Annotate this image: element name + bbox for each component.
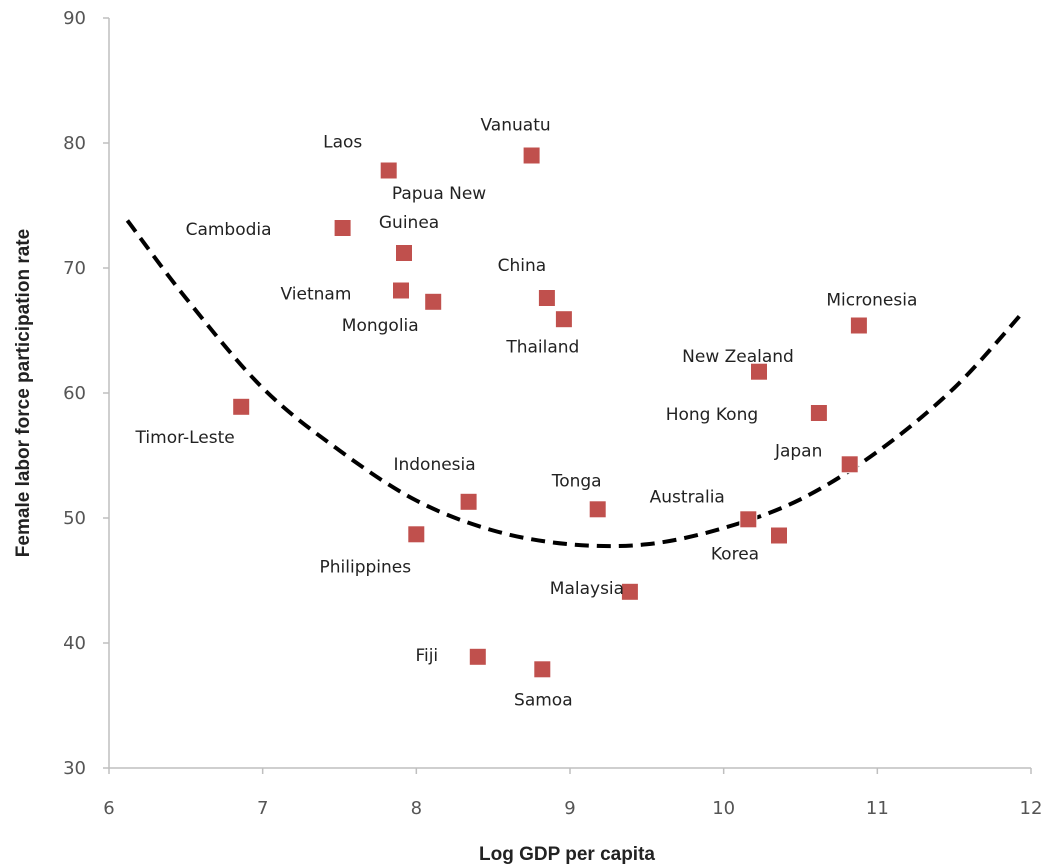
y-tick-label: 80 <box>63 133 86 154</box>
data-point <box>588 500 607 519</box>
point-label: Indonesia <box>393 455 475 475</box>
data-point <box>232 397 251 416</box>
x-axis-ticks: 6 7 8 9 10 11 12 <box>103 768 1042 819</box>
point-label: Laos <box>323 133 362 153</box>
data-point <box>554 310 573 329</box>
data-point <box>333 219 352 237</box>
point-label: Vietnam <box>281 285 352 305</box>
point-label: Australia <box>650 487 725 507</box>
point-label: Philippines <box>320 557 412 577</box>
data-point <box>522 146 541 165</box>
data-labels: Laos Vanuatu Cambodia Papua New Guinea Vietna… <box>135 116 918 711</box>
x-tick-label: 8 <box>411 798 422 819</box>
point-label: Hong Kong <box>666 405 758 425</box>
data-point <box>750 362 768 381</box>
point-label: Mongolia <box>342 316 419 336</box>
point-label: Tonga <box>551 471 602 491</box>
point-label: Samoa <box>514 690 573 710</box>
trend-line <box>125 219 1025 549</box>
point-label: Cambodia <box>186 220 272 240</box>
x-axis-title: Log GDP per capita <box>479 844 655 865</box>
point-label: Papua New Guinea <box>379 184 486 233</box>
x-tick-label: 12 <box>1020 798 1043 819</box>
point-label: Japan <box>774 441 822 461</box>
point-label: Fiji <box>415 646 438 666</box>
data-point <box>379 161 398 180</box>
y-axis-ticks: 30 40 50 60 70 80 90 <box>63 8 109 779</box>
y-tick-label: 60 <box>63 383 86 404</box>
point-label: Micronesia <box>826 291 917 311</box>
y-tick-label: 40 <box>63 633 86 654</box>
x-tick-label: 11 <box>866 798 889 819</box>
data-point <box>424 292 443 311</box>
point-label: China <box>498 256 547 276</box>
y-tick-label: 30 <box>63 758 86 779</box>
data-point <box>468 647 487 666</box>
data-point <box>537 289 556 307</box>
y-tick-label: 50 <box>63 508 86 529</box>
data-point <box>770 526 788 545</box>
data-point <box>809 404 828 422</box>
data-points <box>232 146 868 679</box>
data-point <box>849 316 868 335</box>
point-label: Malaysia <box>550 579 624 599</box>
data-point <box>395 244 413 262</box>
x-tick-label: 7 <box>257 798 268 819</box>
data-point <box>620 582 639 601</box>
point-label: Timor-Leste <box>135 428 235 448</box>
data-point <box>533 660 552 679</box>
y-tick-label: 90 <box>63 8 86 29</box>
data-point <box>407 525 426 544</box>
point-label: Thailand <box>505 337 579 357</box>
x-tick-label: 9 <box>564 798 575 819</box>
data-point <box>840 455 859 474</box>
point-label: New Zealand <box>682 347 794 367</box>
data-point <box>459 492 478 511</box>
data-point <box>392 281 410 300</box>
point-label: Korea <box>711 545 759 565</box>
point-label: Vanuatu <box>481 116 551 136</box>
data-point <box>739 510 758 529</box>
x-tick-label: 6 <box>103 798 114 819</box>
y-tick-label: 70 <box>63 258 86 279</box>
y-axis-title: Female labor force participation rate <box>13 229 34 557</box>
x-tick-label: 10 <box>712 798 735 819</box>
